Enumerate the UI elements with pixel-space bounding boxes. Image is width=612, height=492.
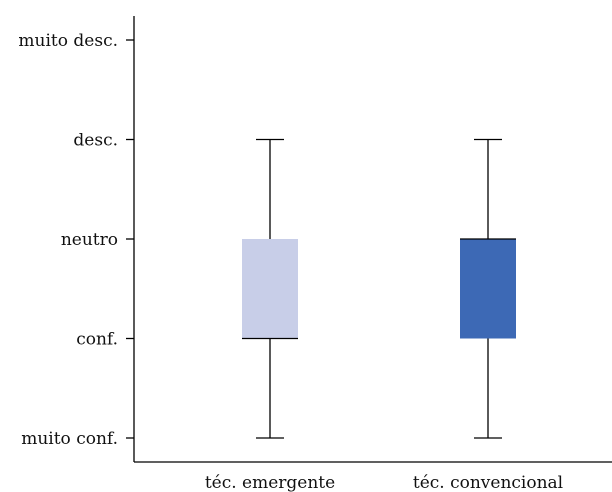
x-category-label: téc. convencional xyxy=(413,473,563,492)
x-axis: téc. emergente téc. convencional xyxy=(134,461,612,492)
y-tick-label: desc. xyxy=(73,131,118,151)
y-tick-label: conf. xyxy=(76,330,118,350)
y-tick-label: neutro xyxy=(61,230,118,250)
boxes-group xyxy=(242,138,516,439)
y-tick-label: muito conf. xyxy=(21,429,118,449)
x-category-label: téc. emergente xyxy=(205,473,335,492)
y-axis: muito conf. conf. neutro desc. muito desc. xyxy=(18,16,135,462)
box-convencional xyxy=(460,138,516,439)
iqr-box xyxy=(460,239,516,339)
iqr-box xyxy=(242,239,298,339)
box-emergente xyxy=(242,138,298,439)
y-tick-label: muito desc. xyxy=(18,31,118,51)
